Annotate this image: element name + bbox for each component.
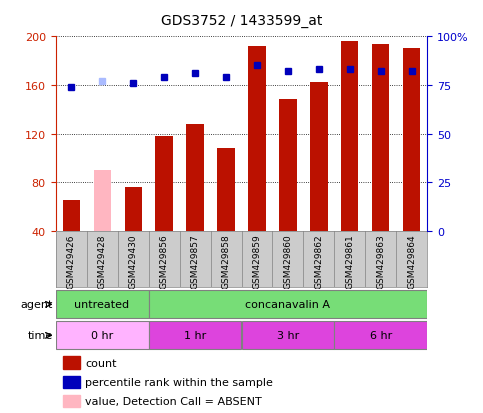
Bar [403,49,421,231]
Text: 0 hr: 0 hr [91,330,113,341]
Bar [94,171,111,231]
Text: GSM429863: GSM429863 [376,234,385,289]
Text: GSM429430: GSM429430 [128,234,138,289]
Bar [56,291,149,318]
Bar [311,83,327,231]
Text: GSM429428: GSM429428 [98,234,107,288]
Text: 6 hr: 6 hr [370,330,392,341]
Text: untreated: untreated [74,299,129,310]
Bar [56,322,149,349]
Bar [63,395,80,407]
Text: GDS3752 / 1433599_at: GDS3752 / 1433599_at [161,14,322,28]
Bar [186,124,203,231]
Bar [334,322,427,349]
Text: GSM429861: GSM429861 [345,234,355,289]
Bar [62,201,80,231]
Text: GSM429857: GSM429857 [190,234,199,289]
Text: GSM429864: GSM429864 [408,234,416,289]
Text: GSM429862: GSM429862 [314,234,324,289]
Text: GSM429856: GSM429856 [159,234,169,289]
Bar [125,188,142,231]
Bar [156,137,172,231]
Text: GSM429858: GSM429858 [222,234,230,289]
Bar [248,47,266,231]
Bar [149,291,427,318]
Text: 1 hr: 1 hr [184,330,206,341]
Bar [242,322,334,349]
Bar [149,322,242,349]
Text: time: time [28,330,53,341]
Text: count: count [85,358,117,368]
Text: GSM429859: GSM429859 [253,234,261,289]
Text: concanavalin A: concanavalin A [245,299,330,310]
Text: 3 hr: 3 hr [277,330,299,341]
Bar [63,356,80,369]
Text: percentile rank within the sample: percentile rank within the sample [85,377,273,387]
Text: agent: agent [21,299,53,310]
Bar [280,100,297,231]
Text: GSM429860: GSM429860 [284,234,293,289]
Bar [63,376,80,388]
Text: GSM429426: GSM429426 [67,234,75,288]
Bar [217,149,235,231]
Bar [341,42,358,231]
Bar [372,45,389,231]
Text: value, Detection Call = ABSENT: value, Detection Call = ABSENT [85,396,262,406]
